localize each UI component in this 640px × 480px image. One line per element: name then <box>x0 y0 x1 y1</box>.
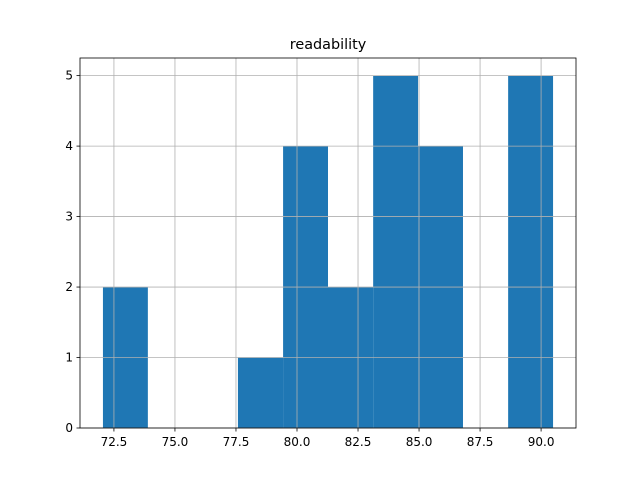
x-tick-label: 72.5 <box>101 435 128 449</box>
plot-frame <box>79 57 577 429</box>
x-tick-label: 90.0 <box>528 435 555 449</box>
y-tick-label: 0 <box>65 421 73 435</box>
y-tick-label: 3 <box>65 210 73 224</box>
x-tick-label: 80.0 <box>284 435 311 449</box>
bar <box>508 75 554 428</box>
y-tick-label: 2 <box>65 280 73 294</box>
x-tick-label: 87.5 <box>467 435 494 449</box>
x-tick-label: 77.5 <box>223 435 250 449</box>
x-tick-label: 82.5 <box>345 435 372 449</box>
chart-title: readability <box>290 37 367 53</box>
x-tick-label: 85.0 <box>406 435 433 449</box>
y-tick-label: 4 <box>65 139 73 153</box>
y-tick-label: 5 <box>65 69 73 83</box>
bar <box>237 357 284 428</box>
y-tick-label: 1 <box>65 351 73 365</box>
bar <box>373 75 419 428</box>
x-tick-label: 75.0 <box>162 435 189 449</box>
